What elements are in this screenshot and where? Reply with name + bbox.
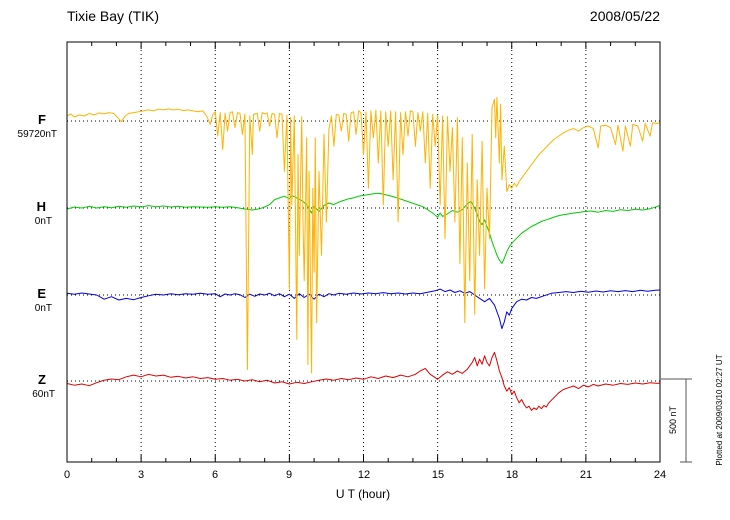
series-baseline-z: 60nT — [32, 389, 55, 400]
xtick-18: 18 — [506, 469, 518, 481]
plot-border — [66, 41, 661, 463]
xtick-9: 9 — [286, 469, 292, 481]
date-label: 2008/05/22 — [590, 8, 660, 24]
xaxis-label: U T (hour) — [336, 487, 390, 501]
xtick-12: 12 — [358, 469, 370, 481]
xtick-24: 24 — [654, 469, 666, 481]
series-baseline-f: 59720nT — [18, 129, 57, 140]
xtick-6: 6 — [212, 469, 218, 481]
station-title: Tixie Bay (TIK) — [67, 8, 159, 24]
series-label-f: F — [38, 112, 46, 127]
series-baseline-e: 0nT — [35, 303, 52, 314]
xtick-15: 15 — [432, 469, 444, 481]
scale-bar: 500 nT — [661, 378, 692, 463]
series-baseline-h: 0nT — [35, 216, 52, 227]
series-label-h: H — [37, 199, 46, 214]
grid-lines — [140, 42, 587, 462]
xtick-21: 21 — [580, 469, 592, 481]
scale-bar-label: 500 nT — [668, 405, 678, 434]
xtick-0: 0 — [64, 469, 70, 481]
series-label-e: E — [37, 286, 46, 301]
xtick-3: 3 — [138, 469, 144, 481]
plotted-at-note: Plotted at 2009/03/10 02:27 UT — [715, 354, 724, 465]
series-traces — [66, 97, 661, 411]
baseline-lines — [67, 120, 660, 382]
series-label-z: Z — [38, 372, 46, 387]
